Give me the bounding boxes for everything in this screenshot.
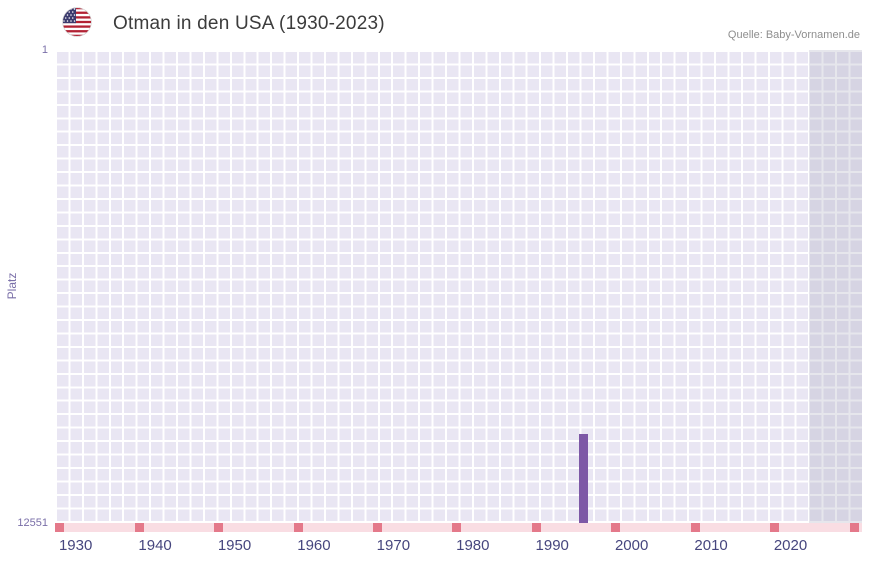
x-tick-1970: 1970 [376, 537, 411, 554]
y-tick-bottom: 12551 [17, 517, 48, 529]
unranked-mark-1968 [372, 523, 382, 532]
unranked-mark-1928 [55, 523, 65, 532]
x-tick-1940: 1940 [138, 537, 172, 554]
unranked-mark-1988 [531, 523, 541, 532]
unranked-strip [55, 523, 862, 532]
x-tick-1930: 1930 [58, 537, 93, 554]
us-flag-icon [62, 7, 92, 37]
unranked-mark-1938 [134, 523, 144, 532]
unranked-mark-1998 [611, 523, 621, 532]
x-tick-2000: 2000 [614, 537, 649, 554]
chart-header: Otman in den USA (1930-2023) Quelle: Bab… [0, 0, 873, 50]
unranked-mark-2018 [770, 523, 780, 532]
future-shaded-region [808, 50, 862, 523]
rank-bar-1994[interactable] [579, 434, 589, 523]
chart-area: Platz 1 12551 1930 1940 1950 1960 1970 1980 19… [0, 44, 873, 567]
source-attribution: Quelle: Baby-Vornamen.de [727, 29, 860, 41]
x-tick-1990: 1990 [535, 537, 569, 554]
unranked-mark-2008 [690, 523, 700, 532]
unranked-mark-1958 [293, 523, 303, 532]
x-tick-1960: 1960 [297, 537, 331, 554]
chart-title: Otman in den USA (1930-2023) [113, 13, 385, 34]
unranked-mark-1948 [214, 523, 224, 532]
x-tick-2010: 2010 [694, 537, 728, 554]
unranked-mark-1978 [452, 523, 462, 532]
x-axis-labels: 1930 1940 1950 1960 1970 1980 1990 2000 2010 2020 [55, 537, 862, 559]
x-tick-2020: 2020 [773, 537, 808, 554]
unranked-mark-2028 [849, 523, 859, 532]
y-tick-top: 1 [41, 44, 48, 56]
x-tick-1980: 1980 [456, 537, 490, 554]
plot-area [55, 50, 862, 523]
y-axis-title: Platz [5, 272, 19, 300]
x-tick-1950: 1950 [217, 537, 252, 554]
